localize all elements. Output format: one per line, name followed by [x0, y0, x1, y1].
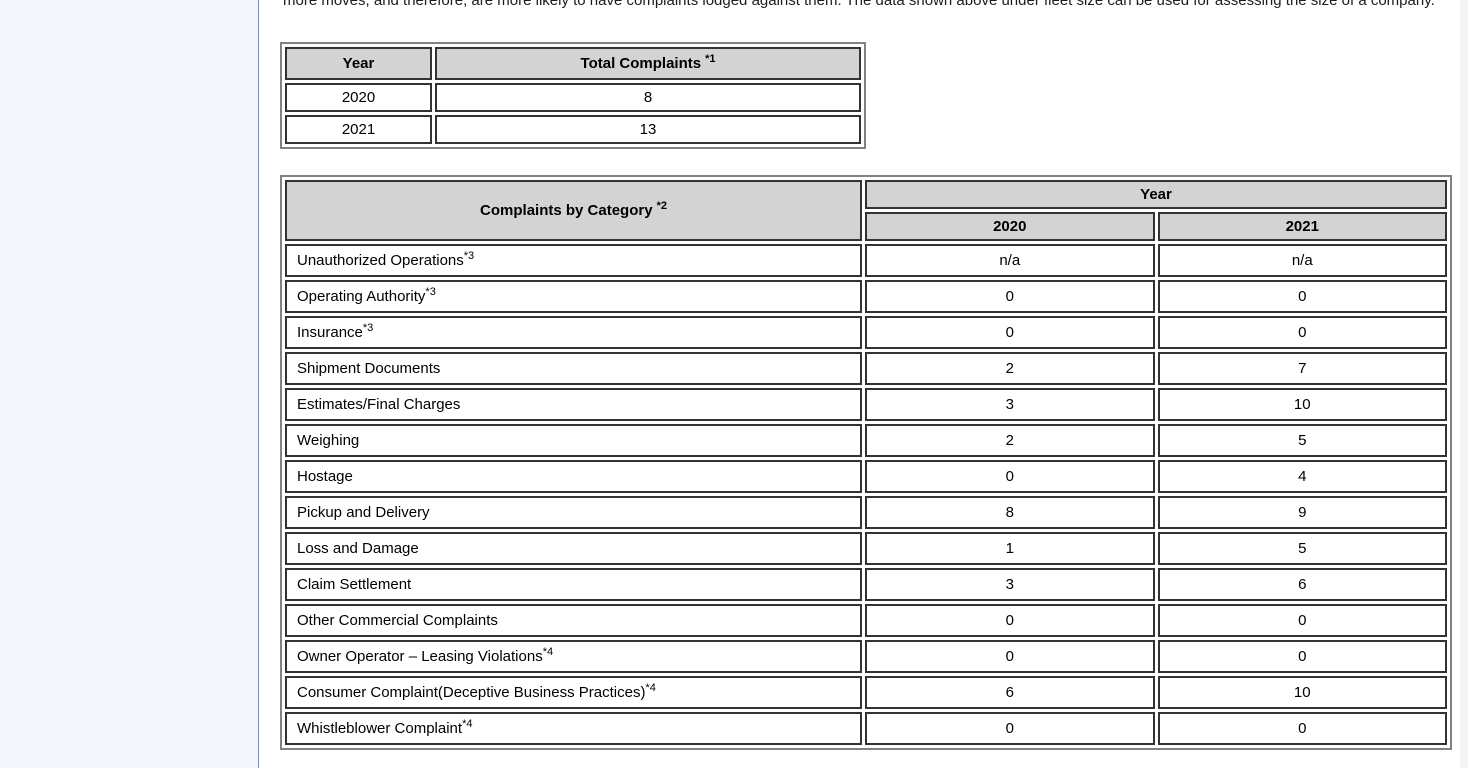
category-label-cell: Consumer Complaint(Deceptive Business Pr… — [285, 676, 862, 709]
category-row: Other Commercial Complaints 0 0 — [285, 604, 1447, 637]
totals-year-header: Year — [285, 47, 432, 80]
category-column-header: Complaints by Category *2 — [285, 180, 862, 241]
category-column-header-label: Complaints by Category — [480, 202, 653, 219]
category-row: Pickup and Delivery 8 9 — [285, 496, 1447, 529]
category-value-cell: 9 — [1157, 496, 1447, 529]
totals-header-footnote-marker: *1 — [705, 53, 716, 65]
left-sidebar — [0, 0, 259, 768]
category-value-cell: 2 — [865, 352, 1155, 385]
totals-year-cell: 2020 — [285, 83, 432, 112]
category-row: Whistleblower Complaint*4 0 0 — [285, 712, 1447, 745]
category-label-cell: Owner Operator – Leasing Violations*4 — [285, 640, 862, 673]
totals-row: 2021 13 — [285, 115, 861, 144]
category-footnote-marker: *4 — [462, 718, 473, 730]
category-value-cell: 0 — [1157, 280, 1447, 313]
totals-table: Year Total Complaints *1 2020 8 2021 13 — [280, 42, 866, 149]
category-row: Estimates/Final Charges 3 10 — [285, 388, 1447, 421]
category-value-cell: 10 — [1157, 676, 1447, 709]
category-footnote-marker: *3 — [362, 322, 374, 334]
category-value-cell: 0 — [1157, 316, 1447, 349]
category-value-cell: 0 — [1157, 640, 1447, 673]
category-value-cell: n/a — [1157, 244, 1447, 277]
category-label-cell: Claim Settlement — [285, 568, 862, 601]
category-value-cell: 1 — [865, 532, 1155, 565]
category-table: Complaints by Category *2 Year 2020 2021 … — [280, 175, 1452, 750]
category-label-cell: Unauthorized Operations*3 — [285, 244, 862, 277]
totals-count-cell: 8 — [435, 83, 861, 112]
category-row: Consumer Complaint(Deceptive Business Pr… — [285, 676, 1447, 709]
category-value-cell: 0 — [865, 460, 1155, 493]
category-row: Weighing 2 5 — [285, 424, 1447, 457]
category-label-cell: Estimates/Final Charges — [285, 388, 862, 421]
totals-year-cell: 2021 — [285, 115, 432, 144]
category-value-cell: n/a — [865, 244, 1155, 277]
category-value-cell: 3 — [865, 568, 1155, 601]
totals-count-header: Total Complaints *1 — [435, 47, 861, 80]
category-value-cell: 6 — [865, 676, 1155, 709]
category-header-row-1: Complaints by Category *2 Year — [285, 180, 1447, 241]
category-value-cell: 6 — [1157, 568, 1447, 601]
category-value-cell: 2 — [865, 424, 1155, 457]
category-value-cell: 4 — [1157, 460, 1447, 493]
category-value-cell: 0 — [865, 316, 1155, 349]
category-value-cell: 5 — [1157, 424, 1447, 457]
category-value-cell: 0 — [865, 280, 1155, 313]
intro-paragraph: more moves, and therefore, are more like… — [283, 0, 1435, 9]
category-value-cell: 10 — [1157, 388, 1447, 421]
category-value-cell: 0 — [1157, 604, 1447, 637]
year-group-header-label: Year — [1140, 186, 1172, 203]
totals-year-header-label: Year — [342, 55, 375, 72]
category-value-cell: 0 — [865, 640, 1155, 673]
year-2020-header: 2020 — [865, 212, 1155, 241]
category-label-cell: Pickup and Delivery — [285, 496, 862, 529]
category-label-cell: Loss and Damage — [285, 532, 862, 565]
category-value-cell: 0 — [865, 604, 1155, 637]
category-value-cell: 7 — [1157, 352, 1447, 385]
vertical-scrollbar-track[interactable] — [1460, 0, 1468, 768]
year-group-header: Year — [865, 180, 1447, 209]
category-footnote-marker: *3 — [463, 250, 475, 262]
category-value-cell: 5 — [1157, 532, 1447, 565]
category-row: Unauthorized Operations*3 n/a n/a — [285, 244, 1447, 277]
category-label-cell: Whistleblower Complaint*4 — [285, 712, 862, 745]
main-content: more moves, and therefore, are more like… — [260, 0, 1460, 768]
category-label-cell: Insurance*3 — [285, 316, 862, 349]
category-row: Shipment Documents 2 7 — [285, 352, 1447, 385]
category-row: Loss and Damage 1 5 — [285, 532, 1447, 565]
category-label-cell: Operating Authority*3 — [285, 280, 862, 313]
category-footnote-marker: *4 — [645, 682, 656, 694]
category-label-cell: Shipment Documents — [285, 352, 862, 385]
category-row: Claim Settlement 3 6 — [285, 568, 1447, 601]
category-row: Owner Operator – Leasing Violations*4 0 0 — [285, 640, 1447, 673]
category-header-row-2: 2020 2021 — [285, 212, 1447, 241]
year-2021-header: 2021 — [1157, 212, 1447, 241]
category-row: Insurance*3 0 0 — [285, 316, 1447, 349]
totals-count-cell: 13 — [435, 115, 861, 144]
totals-table-body: 2020 8 2021 13 — [285, 83, 861, 144]
category-footnote-marker: *4 — [542, 646, 554, 658]
category-label-cell: Hostage — [285, 460, 862, 493]
category-row: Hostage 0 4 — [285, 460, 1447, 493]
category-table-body: Unauthorized Operations*3 n/a n/a Operating… — [285, 244, 1447, 745]
category-footnote-marker: *3 — [425, 286, 436, 298]
category-value-cell: 0 — [865, 712, 1155, 745]
totals-count-header-label: Total Complaints — [580, 55, 702, 72]
category-value-cell: 3 — [865, 388, 1155, 421]
category-row: Operating Authority*3 0 0 — [285, 280, 1447, 313]
category-label-cell: Other Commercial Complaints — [285, 604, 862, 637]
category-header-footnote-marker: *2 — [656, 200, 667, 212]
totals-header-row: Year Total Complaints *1 — [285, 47, 861, 80]
category-value-cell: 0 — [1157, 712, 1447, 745]
category-value-cell: 8 — [865, 496, 1155, 529]
totals-row: 2020 8 — [285, 83, 861, 112]
category-label-cell: Weighing — [285, 424, 862, 457]
